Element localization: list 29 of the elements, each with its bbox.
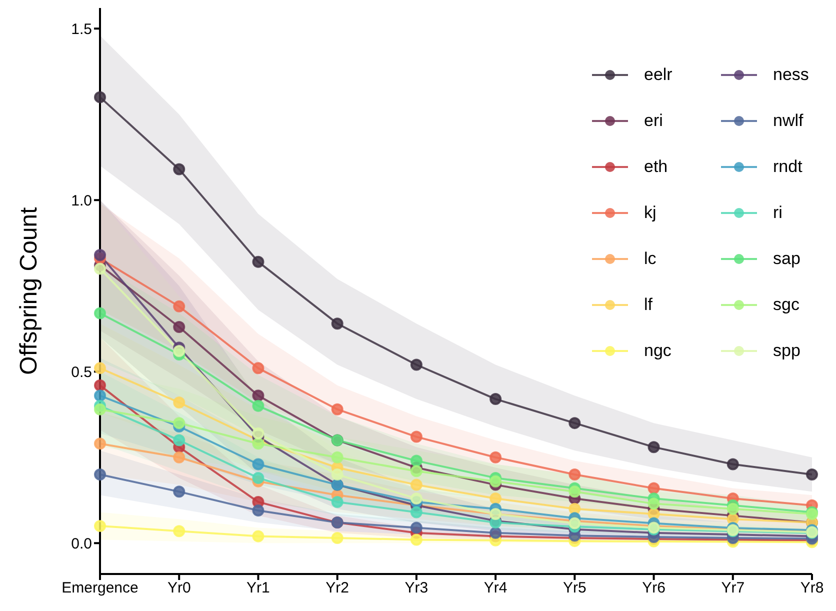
x-tick-label: Yr1 [246,580,270,597]
legend-label: eth [644,157,668,177]
x-tick-label: Yr3 [404,580,428,597]
y-tick-label: 0.0 [71,535,92,552]
x-tick-label: Yr8 [800,580,824,597]
legend-label: sgc [773,295,800,315]
x-tick-label: Yr6 [642,580,666,597]
legend-label: sap [773,249,800,269]
legend-label: eri [644,111,663,131]
legend-label: ngc [644,341,672,361]
x-tick-label: Yr2 [326,580,350,597]
legend-label: eelr [644,65,672,85]
y-tick-label: 1.5 [71,20,92,38]
x-tick-label: Emergence [62,580,138,597]
x-tick-label: Yr5 [562,580,586,597]
legend-label: ness [773,65,809,85]
y-axis-title: Offspring Count [16,206,43,375]
x-tick-label: Yr7 [721,580,745,597]
x-tick-label: Yr4 [484,580,508,597]
y-tick-label: 1.0 [71,192,92,210]
legend-label: lc [644,249,656,269]
legend-label: rndt [773,157,802,177]
legend-label: ri [773,203,782,223]
legend-label: lf [644,295,652,315]
legend-label: kj [644,203,656,223]
y-tick-label: 0.5 [71,364,92,381]
legend-label: spp [773,341,800,361]
legend-label: nwlf [773,111,804,131]
x-tick-label: Yr0 [167,580,191,597]
